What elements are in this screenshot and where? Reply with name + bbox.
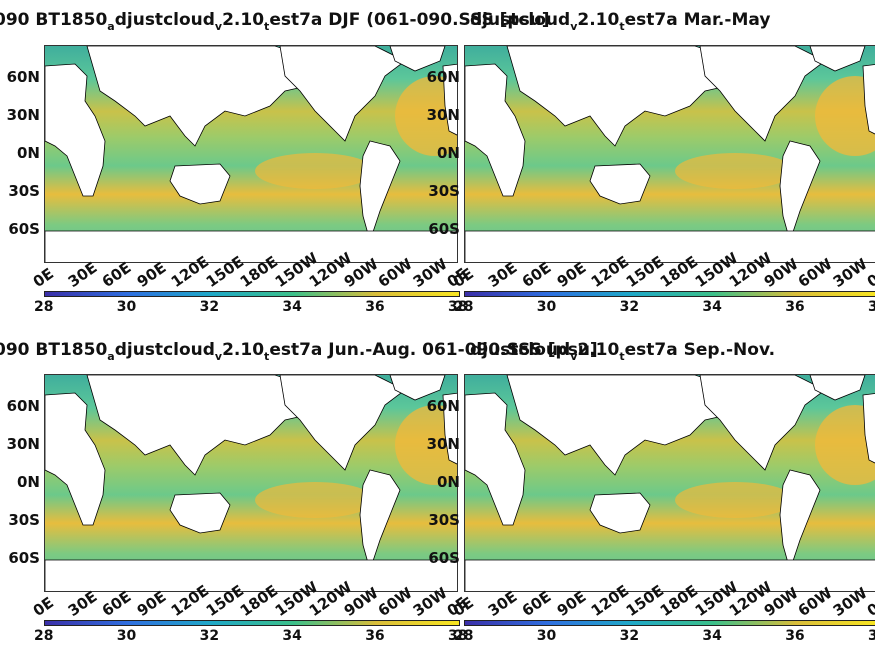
colorbar-tick-label: 32 xyxy=(619,299,640,315)
colorbar-tick-label: 36 xyxy=(785,628,805,644)
landmass xyxy=(779,469,821,572)
landmass xyxy=(389,46,446,72)
panel-title-bottom-left: 090 BT1850adjustcloudv2.10test7a Jun.-Au… xyxy=(0,340,598,363)
landmass xyxy=(862,393,875,464)
colorbar xyxy=(44,620,460,626)
lat-tick-label: 60S xyxy=(428,549,460,567)
lat-tick-label: 30N xyxy=(426,435,460,453)
colorbar-tick-label: 32 xyxy=(619,628,640,644)
colorbar-tick-label: 34 xyxy=(282,628,302,644)
lat-tick-label: 0N xyxy=(17,473,40,491)
colorbar xyxy=(464,620,875,626)
map-panel-top-left: 090 BT1850adjustcloudv2.10test7a DJF (06… xyxy=(0,0,550,325)
south-pacific-high-salinity xyxy=(255,153,375,189)
landmass xyxy=(465,63,526,197)
colorbar-tick-label: 34 xyxy=(702,628,722,644)
landmass xyxy=(862,64,875,135)
lat-tick-label: 60N xyxy=(6,68,40,86)
atlantic-high-salinity xyxy=(815,76,875,156)
atlantic-high-salinity xyxy=(395,76,457,156)
colorbar xyxy=(44,291,460,297)
colorbar-tick-label: 38 xyxy=(868,628,875,644)
lon-tick-label: 60E xyxy=(98,587,135,620)
lat-tick-label: 60N xyxy=(6,397,40,415)
landmass xyxy=(442,63,457,136)
landmass xyxy=(779,140,821,243)
south-pacific-high-salinity xyxy=(675,482,795,518)
landmass xyxy=(169,492,231,534)
colorbar-tick-label: 36 xyxy=(365,299,385,315)
lat-tick-label: 0N xyxy=(437,144,460,162)
lat-tick-label: 30S xyxy=(428,511,460,529)
panel-title-bottom-right: djustcloudv2.10test7a Sep.-Nov. xyxy=(470,340,776,363)
lat-tick-label: 30S xyxy=(8,182,40,200)
landmass xyxy=(45,559,457,591)
colorbar-tick-label: 30 xyxy=(116,299,137,315)
lat-tick-label: 30N xyxy=(6,106,40,124)
panel-title-top-right: djustcloudv2.10test7a Mar.-May xyxy=(470,10,771,33)
lat-tick-label: 60S xyxy=(428,220,460,238)
atlantic-high-salinity xyxy=(815,405,875,485)
landmass xyxy=(359,140,401,243)
lat-tick-label: 60N xyxy=(426,68,460,86)
lat-tick-label: 30S xyxy=(8,511,40,529)
colorbar-tick-label: 34 xyxy=(282,299,302,315)
lat-tick-label: 60S xyxy=(8,220,40,238)
lat-tick-label: 60N xyxy=(426,397,460,415)
lon-tick-label: 90E xyxy=(553,587,589,620)
colorbar-tick-label: 30 xyxy=(536,628,557,644)
colorbar-tick-label: 38 xyxy=(868,299,875,315)
lon-tick-label: 30E xyxy=(484,258,520,291)
colorbar-tick-label: 32 xyxy=(199,628,220,644)
lon-tick-label: 0E xyxy=(29,593,57,620)
landmass xyxy=(809,375,866,401)
colorbar-tick-label: 36 xyxy=(365,628,385,644)
colorbar-tick-label: 36 xyxy=(785,299,805,315)
lon-tick-label: 90E xyxy=(133,587,169,620)
landmass xyxy=(589,163,651,205)
landmass xyxy=(465,230,875,262)
south-pacific-high-salinity xyxy=(255,482,375,518)
colorbar-tick-label: 28 xyxy=(34,628,54,644)
colorbar-tick-label: 28 xyxy=(454,628,474,644)
landmass xyxy=(465,392,526,526)
lon-tick-label: 30E xyxy=(484,587,520,620)
colorbar-tick-label: 30 xyxy=(116,628,137,644)
lat-tick-label: 0N xyxy=(17,144,40,162)
map-plot-4 xyxy=(464,374,875,592)
colorbar-tick-label: 28 xyxy=(454,299,474,315)
atlantic-high-salinity xyxy=(395,405,457,485)
landmass xyxy=(589,492,651,534)
landmass xyxy=(45,230,457,262)
map-plot-3 xyxy=(44,374,458,592)
lat-tick-label: 60S xyxy=(8,549,40,567)
colorbar-tick-label: 32 xyxy=(199,299,220,315)
colorbar xyxy=(464,291,875,297)
landmass xyxy=(809,46,866,72)
landmass xyxy=(359,469,401,572)
lon-tick-label: 30E xyxy=(64,587,100,620)
colorbar-tick-label: 30 xyxy=(536,299,557,315)
map-plot-2 xyxy=(464,45,875,263)
map-plot-1 xyxy=(44,45,458,263)
lat-tick-label: 30N xyxy=(6,435,40,453)
lon-tick-label: 90E xyxy=(553,258,589,291)
landmass xyxy=(465,559,875,591)
landmass xyxy=(169,163,231,205)
lon-tick-label: 60E xyxy=(518,258,555,291)
lat-tick-label: 30S xyxy=(428,182,460,200)
landmass xyxy=(389,375,446,401)
south-pacific-high-salinity xyxy=(675,153,795,189)
lon-tick-label: 60E xyxy=(518,587,555,620)
landmass xyxy=(45,392,106,526)
landmass xyxy=(442,392,457,465)
colorbar-tick-label: 28 xyxy=(34,299,54,315)
lat-tick-label: 30N xyxy=(426,106,460,124)
panel-title: 090 BT1850adjustcloudv2.10test7a DJF (06… xyxy=(0,10,550,33)
colorbar-tick-label: 38 xyxy=(448,628,468,644)
colorbar-tick-label: 38 xyxy=(448,299,468,315)
colorbar-tick-label: 34 xyxy=(702,299,722,315)
lat-tick-label: 0N xyxy=(437,473,460,491)
landmass xyxy=(45,63,106,197)
